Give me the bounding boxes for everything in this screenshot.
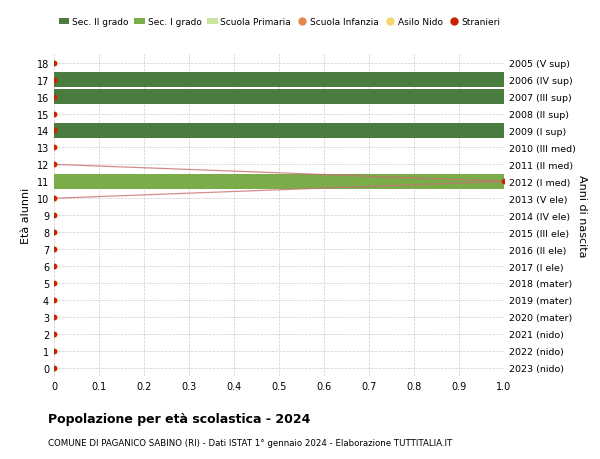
Text: COMUNE DI PAGANICO SABINO (RI) - Dati ISTAT 1° gennaio 2024 - Elaborazione TUTTI: COMUNE DI PAGANICO SABINO (RI) - Dati IS… [48, 438, 452, 447]
Point [499, 178, 509, 185]
Point [49, 145, 59, 152]
Y-axis label: Anni di nascita: Anni di nascita [577, 174, 587, 257]
Point [49, 246, 59, 253]
Text: Popolazione per età scolastica - 2024: Popolazione per età scolastica - 2024 [48, 412, 310, 425]
Bar [54, 90, 504, 105]
Bar [54, 175, 504, 189]
Point [49, 94, 59, 101]
Point [49, 77, 59, 84]
Y-axis label: Età alunni: Età alunni [21, 188, 31, 244]
Point [49, 347, 59, 355]
Bar [54, 124, 504, 138]
Point [49, 60, 59, 67]
Point [49, 195, 59, 202]
Bar [54, 73, 504, 88]
Point [49, 280, 59, 287]
Point [49, 263, 59, 270]
Point [49, 313, 59, 321]
Point [49, 161, 59, 168]
Point [49, 111, 59, 118]
Point [49, 229, 59, 236]
Point [49, 297, 59, 304]
Point [49, 128, 59, 135]
Point [49, 330, 59, 338]
Point [49, 364, 59, 372]
Legend: Sec. II grado, Sec. I grado, Scuola Primaria, Scuola Infanzia, Asilo Nido, Stran: Sec. II grado, Sec. I grado, Scuola Prim… [59, 18, 501, 27]
Point [49, 212, 59, 219]
